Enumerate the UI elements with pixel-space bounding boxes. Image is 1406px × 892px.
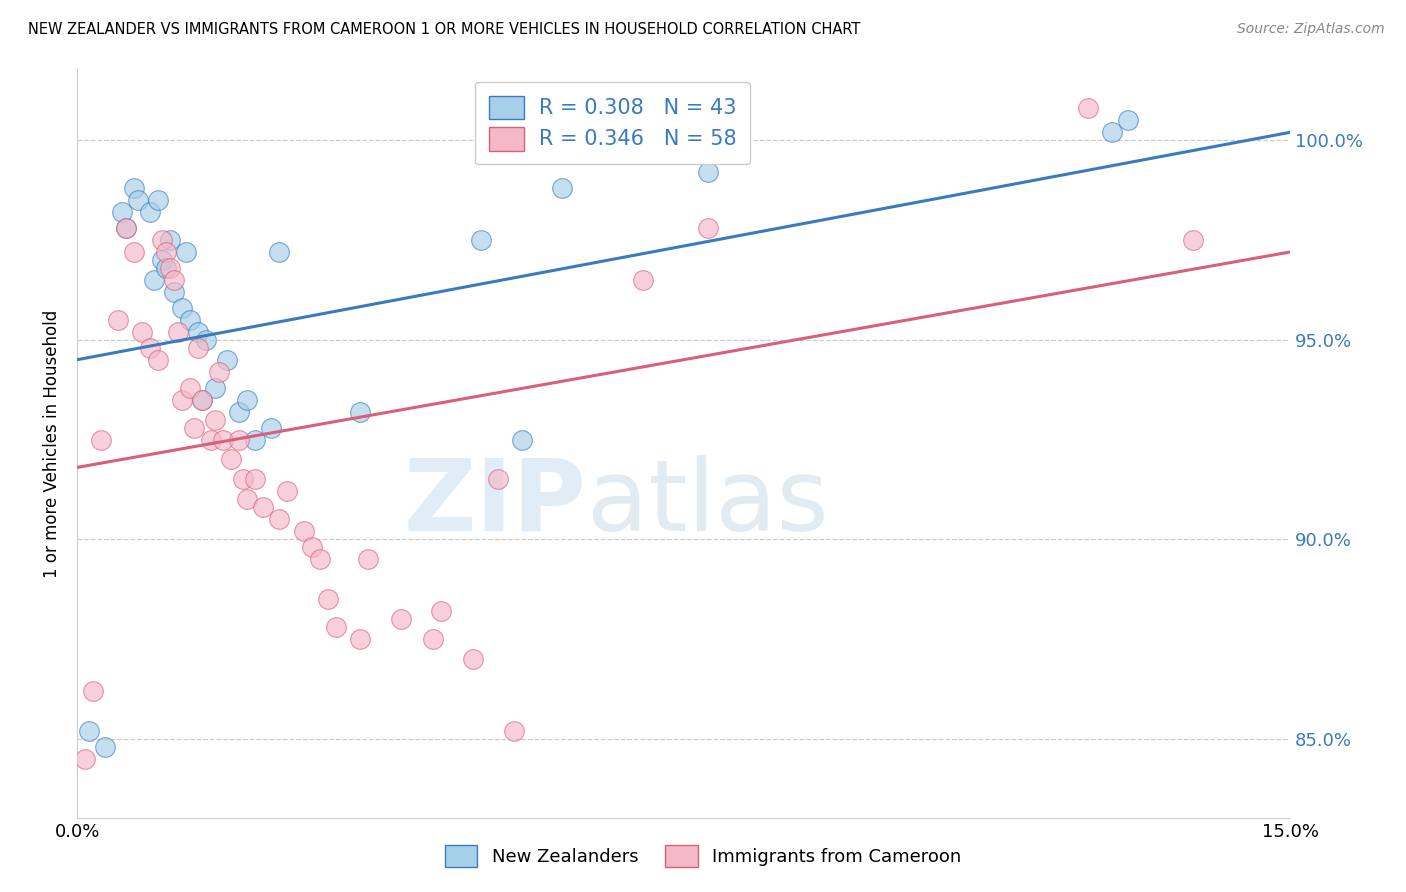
Point: [308, 552, 330, 566]
Point: [1181, 233, 1204, 247]
Text: atlas: atlas: [586, 455, 828, 552]
Point: [107, 313, 129, 327]
Point: [260, 420, 283, 434]
Point: [422, 632, 444, 646]
Point: [236, 492, 259, 507]
Point: [696, 221, 718, 235]
Point: [357, 552, 380, 566]
Point: [631, 273, 654, 287]
Point: [696, 165, 718, 179]
Point: [82, 683, 104, 698]
Point: [77, 723, 100, 738]
Point: [551, 181, 574, 195]
Point: [172, 301, 194, 315]
Point: [146, 193, 169, 207]
Point: [1116, 113, 1139, 128]
Point: [232, 472, 254, 486]
Point: [122, 245, 145, 260]
Point: [150, 252, 173, 267]
Point: [502, 723, 524, 738]
Point: [159, 233, 181, 247]
Point: [195, 333, 218, 347]
Point: [179, 381, 201, 395]
Point: [131, 325, 153, 339]
Point: [150, 233, 173, 247]
Point: [155, 245, 177, 260]
Point: [292, 524, 315, 539]
Point: [204, 412, 226, 426]
Point: [228, 404, 250, 418]
Legend: New Zealanders, Immigrants from Cameroon: New Zealanders, Immigrants from Cameroon: [436, 836, 970, 876]
Point: [276, 484, 298, 499]
Point: [163, 273, 186, 287]
Point: [114, 221, 136, 235]
Point: [269, 512, 291, 526]
Point: [211, 433, 233, 447]
Point: [142, 273, 165, 287]
Point: [349, 404, 371, 418]
Point: [94, 739, 117, 754]
Point: [191, 392, 214, 407]
Point: [191, 392, 214, 407]
Point: [200, 433, 222, 447]
Point: [139, 205, 162, 219]
Legend: R = 0.308   N = 43, R = 0.346   N = 58: R = 0.308 N = 43, R = 0.346 N = 58: [475, 82, 751, 164]
Point: [75, 751, 97, 765]
Point: [349, 632, 371, 646]
Text: Source: ZipAtlas.com: Source: ZipAtlas.com: [1237, 22, 1385, 37]
Point: [139, 341, 162, 355]
Point: [316, 592, 339, 607]
Point: [204, 381, 226, 395]
Point: [122, 181, 145, 195]
Point: [486, 472, 509, 486]
Point: [430, 604, 453, 618]
Point: [1077, 102, 1099, 116]
Y-axis label: 1 or more Vehicles in Household: 1 or more Vehicles in Household: [44, 310, 60, 578]
Point: [1101, 125, 1123, 139]
Point: [172, 392, 194, 407]
Point: [127, 193, 149, 207]
Point: [187, 341, 209, 355]
Point: [159, 260, 181, 275]
Point: [219, 452, 242, 467]
Point: [252, 500, 274, 515]
Point: [155, 260, 177, 275]
Point: [243, 433, 266, 447]
Point: [510, 433, 533, 447]
Point: [243, 472, 266, 486]
Point: [207, 365, 229, 379]
Point: [163, 285, 186, 299]
Point: [110, 205, 132, 219]
Point: [167, 325, 190, 339]
Point: [114, 221, 136, 235]
Point: [470, 233, 492, 247]
Point: [269, 245, 291, 260]
Point: [183, 420, 205, 434]
Point: [146, 352, 169, 367]
Point: [301, 540, 323, 554]
Point: [179, 313, 201, 327]
Point: [236, 392, 259, 407]
Point: [463, 652, 485, 666]
Point: [187, 325, 209, 339]
Point: [389, 612, 412, 626]
Point: [215, 352, 238, 367]
Point: [90, 433, 112, 447]
Point: [174, 245, 197, 260]
Point: [325, 620, 347, 634]
Text: ZIP: ZIP: [404, 455, 586, 552]
Text: NEW ZEALANDER VS IMMIGRANTS FROM CAMEROON 1 OR MORE VEHICLES IN HOUSEHOLD CORREL: NEW ZEALANDER VS IMMIGRANTS FROM CAMEROO…: [28, 22, 860, 37]
Point: [228, 433, 250, 447]
